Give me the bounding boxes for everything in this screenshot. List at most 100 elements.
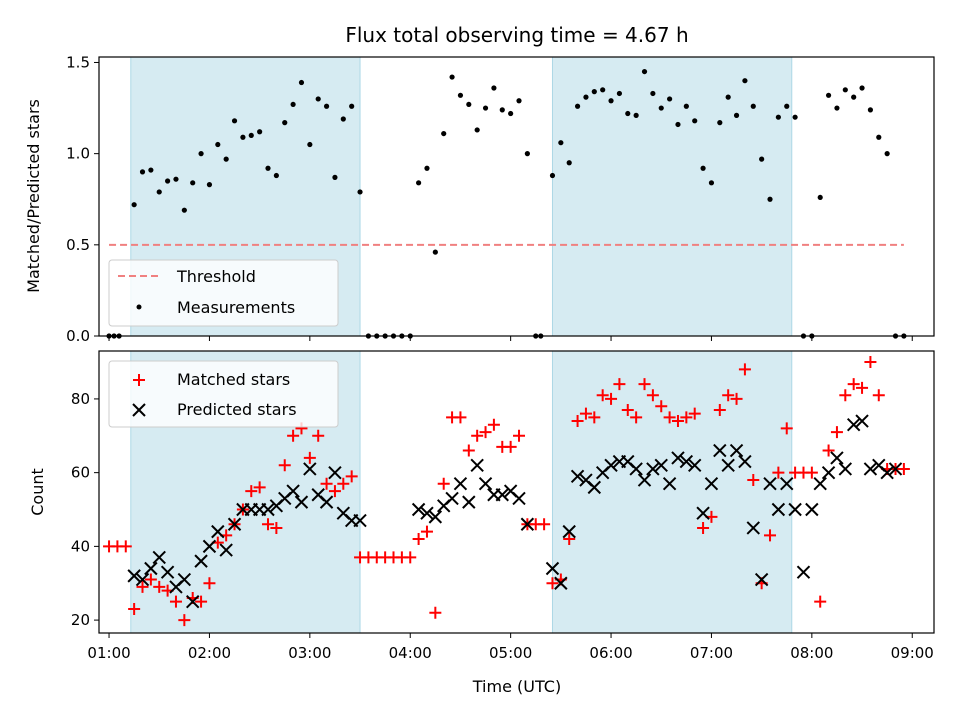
predicted-star-marker xyxy=(411,502,426,517)
measurement-point xyxy=(825,92,832,98)
matched-star-marker xyxy=(144,573,157,586)
predicted-star-marker xyxy=(671,451,685,465)
predicted-star-marker xyxy=(303,462,317,476)
predicted-star-marker xyxy=(654,458,668,472)
predicted-star-marker xyxy=(721,458,735,472)
predicted-star-marker xyxy=(746,521,760,535)
matched-star-marker xyxy=(312,429,325,442)
matched-star-marker xyxy=(412,533,425,545)
matched-star-marker xyxy=(513,429,526,442)
measurement-point xyxy=(842,87,848,93)
legend-measurements: Measurements xyxy=(177,298,295,317)
measurement-point xyxy=(717,120,723,126)
matched-star-marker xyxy=(270,521,283,534)
measurement-point xyxy=(524,151,530,157)
predicted-star-marker xyxy=(796,565,811,579)
measurement-point xyxy=(491,85,497,91)
x-tick-label: 07:00 xyxy=(690,644,733,662)
predicted-star-marker xyxy=(729,443,744,458)
matched-star-marker xyxy=(663,411,676,424)
matched-star-marker xyxy=(203,577,216,590)
measurement-point xyxy=(223,156,229,162)
measurement-point xyxy=(466,101,472,108)
measurement-point xyxy=(240,134,246,140)
predicted-star-marker xyxy=(629,462,643,476)
measurement-point xyxy=(432,249,438,255)
measurement-point xyxy=(148,167,154,173)
predicted-star-marker xyxy=(428,510,443,524)
matched-star-marker xyxy=(764,529,777,542)
ratio-axes-frame xyxy=(98,56,935,337)
matched-star-marker xyxy=(571,415,584,428)
predicted-star-marker xyxy=(194,554,208,568)
predicted-star-marker xyxy=(286,484,300,498)
predicted-star-marker xyxy=(888,462,903,476)
predicted-star-marker xyxy=(470,458,484,472)
predicted-star-marker xyxy=(127,569,141,583)
matched-star-marker xyxy=(747,474,760,487)
predicted-star-marker xyxy=(830,451,844,465)
measurement-point xyxy=(298,79,305,86)
measurement-points xyxy=(106,68,907,339)
predicted-star-marker xyxy=(880,465,894,480)
measurement-point xyxy=(725,94,731,100)
y-tick-label: 80 xyxy=(71,390,90,408)
matched-star-marker xyxy=(546,577,559,590)
matched-star-marker xyxy=(579,407,592,420)
measurement-point xyxy=(834,105,840,111)
chart-title: Flux total observing time = 4.67 h xyxy=(345,23,688,47)
matched-star-marker xyxy=(738,363,751,376)
matched-star-marker xyxy=(730,392,743,405)
measurement-point xyxy=(248,132,254,139)
measurement-point xyxy=(307,141,313,148)
matched-star-marker xyxy=(136,580,149,593)
time-x-ticks: 01:00 02:00 03:00 04:00 05:00 06:00 07:00 08:00… xyxy=(87,633,934,662)
matched-star-marker xyxy=(688,407,701,420)
count-axes-frame xyxy=(98,350,935,634)
matched-star-marker xyxy=(487,418,500,431)
measurement-point xyxy=(273,172,279,179)
predicted-star-marker xyxy=(713,443,727,458)
measurement-point xyxy=(357,189,363,195)
measurement-point xyxy=(173,176,179,182)
measurement-point xyxy=(625,110,631,117)
predicted-star-marker xyxy=(738,454,752,469)
measurement-point xyxy=(332,174,338,180)
measurement-point xyxy=(817,194,823,201)
predicted-star-marker xyxy=(227,517,242,531)
legend-predicted-stars: Predicted stars xyxy=(177,400,297,419)
matched-star-marker xyxy=(638,378,651,391)
measurement-point xyxy=(165,178,171,184)
ratio-y-ticks: 0.0 0.5 1.0 1.5 xyxy=(66,53,99,345)
measurement-point xyxy=(449,74,455,80)
measurement-point xyxy=(139,169,146,175)
predicted-star-marker xyxy=(805,502,819,517)
predicted-star-marker xyxy=(420,506,434,520)
measurement-point xyxy=(206,182,213,188)
measurement-point xyxy=(257,129,263,135)
x-tick-label: 09:00 xyxy=(891,644,934,662)
predicted-star-marker xyxy=(152,550,166,565)
measurement-point xyxy=(181,207,187,213)
matched-star-marker xyxy=(680,411,693,424)
matched-star-marker xyxy=(337,477,350,490)
predicted-star-marker xyxy=(562,524,576,539)
ratio-panel: 0.0 0.5 1.0 1.5 Matched/Predicted stars Thr… xyxy=(24,53,935,345)
predicted-star-marker xyxy=(704,476,719,491)
predicted-star-marker xyxy=(453,476,468,491)
predicted-star-marker xyxy=(462,495,476,509)
predicted-star-marker xyxy=(478,476,493,491)
measurement-point xyxy=(767,196,773,202)
measurement-point xyxy=(876,134,882,140)
predicted-star-marker xyxy=(328,465,342,480)
measurement-point xyxy=(700,165,706,171)
measurement-point xyxy=(591,89,597,95)
predicted-star-marker xyxy=(202,539,217,554)
matched-star-marker xyxy=(437,477,450,490)
legend-threshold: Threshold xyxy=(176,267,256,286)
predicted-star-marker xyxy=(587,480,602,495)
measurement-point xyxy=(457,92,464,98)
measurement-point xyxy=(424,165,430,171)
measurement-point xyxy=(775,114,781,120)
